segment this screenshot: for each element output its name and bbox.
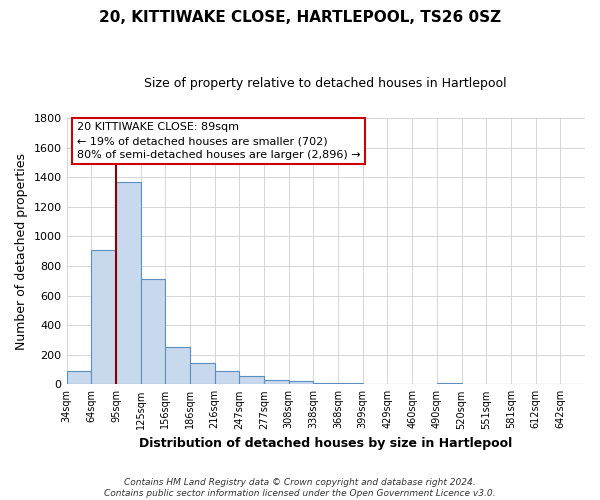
Bar	[165, 348, 190, 385]
Bar	[140, 280, 165, 384]
Bar	[116, 182, 140, 384]
Bar	[239, 376, 264, 384]
Text: 20 KITTIWAKE CLOSE: 89sqm
← 19% of detached houses are smaller (702)
80% of semi: 20 KITTIWAKE CLOSE: 89sqm ← 19% of detac…	[77, 122, 361, 160]
Bar	[190, 363, 215, 384]
Bar	[67, 371, 91, 384]
Title: Size of property relative to detached houses in Hartlepool: Size of property relative to detached ho…	[145, 78, 507, 90]
Bar	[289, 380, 313, 384]
Bar	[215, 371, 239, 384]
Bar	[313, 383, 338, 384]
Y-axis label: Number of detached properties: Number of detached properties	[15, 152, 28, 350]
Bar	[264, 380, 289, 384]
Text: 20, KITTIWAKE CLOSE, HARTLEPOOL, TS26 0SZ: 20, KITTIWAKE CLOSE, HARTLEPOOL, TS26 0S…	[99, 10, 501, 25]
X-axis label: Distribution of detached houses by size in Hartlepool: Distribution of detached houses by size …	[139, 437, 512, 450]
Bar	[338, 383, 363, 384]
Text: Contains HM Land Registry data © Crown copyright and database right 2024.
Contai: Contains HM Land Registry data © Crown c…	[104, 478, 496, 498]
Bar	[91, 250, 116, 384]
Bar	[437, 383, 461, 384]
